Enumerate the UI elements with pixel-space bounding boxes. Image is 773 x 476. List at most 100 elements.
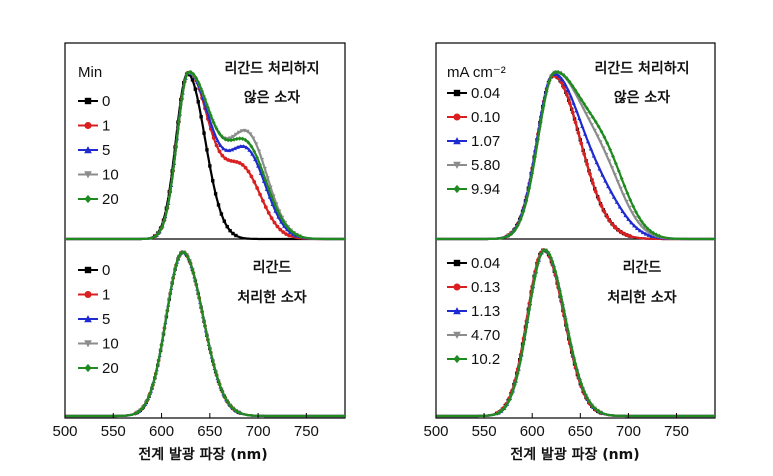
data-point (229, 147, 235, 152)
data-point (632, 223, 637, 228)
data-point (637, 215, 641, 220)
legend-marker (453, 283, 461, 291)
data-point (585, 395, 589, 400)
data-point (648, 228, 653, 234)
data-point (213, 192, 218, 196)
annotation-line-1: 리간드 (623, 259, 662, 276)
data-point (642, 223, 647, 228)
data-point (174, 144, 178, 150)
data-point (599, 129, 604, 134)
legend-marker (453, 331, 461, 339)
x-tick-label: 700 (616, 423, 641, 440)
data-point (513, 382, 517, 387)
left-column: Min 0 1 5 10 20 리간드 처리하지 않은 소자 0 1 5 10 20 리간드 처… (52, 42, 346, 463)
data-point (606, 184, 611, 189)
data-point (292, 231, 297, 236)
data-point (611, 194, 617, 199)
legend-entry: 0.10 (447, 109, 500, 126)
data-point (576, 92, 581, 98)
legend-marker (84, 340, 92, 348)
data-point (295, 233, 300, 238)
data-point (553, 70, 558, 75)
data-point (206, 105, 210, 110)
data-point (196, 100, 200, 104)
data-point (287, 226, 291, 232)
data-point (515, 371, 520, 376)
legend-label: 1 (102, 287, 110, 304)
x-tick-label: 550 (472, 423, 497, 440)
data-point (194, 282, 199, 287)
x-tick-label: 750 (294, 423, 319, 440)
data-point (148, 391, 152, 397)
data-point (240, 136, 245, 142)
data-point (200, 89, 204, 94)
data-point (651, 230, 656, 236)
legend-marker (453, 89, 461, 97)
data-point (582, 152, 587, 156)
annotation-line-2: 않은 소자 (244, 89, 301, 106)
legend-marker (84, 290, 92, 299)
data-point (654, 232, 659, 237)
data-point (616, 168, 621, 174)
legend-marker (453, 307, 461, 315)
data-point (182, 250, 187, 255)
data-point (541, 248, 546, 253)
series-9.94 (435, 70, 716, 241)
data-point (571, 101, 576, 105)
x-axis-label: 전계 발광 파장 (nm) (510, 446, 639, 463)
data-point (610, 166, 615, 170)
data-point (212, 131, 217, 136)
legend-label: 20 (102, 191, 119, 208)
data-point (621, 193, 626, 198)
data-point (633, 215, 638, 220)
data-point (281, 230, 286, 234)
data-point (585, 106, 589, 111)
legend-label: 10 (102, 336, 119, 353)
data-point (533, 154, 537, 160)
data-point (618, 186, 623, 191)
legend-entry: 0.04 (447, 255, 500, 272)
data-point (228, 228, 232, 233)
data-point (249, 174, 254, 179)
legend-label: 0.04 (471, 85, 500, 102)
data-point (609, 189, 614, 194)
annotation-line-1: 리간드 처리하지 (224, 60, 319, 77)
data-point (631, 204, 636, 209)
data-point (232, 407, 236, 412)
data-point (237, 410, 242, 416)
data-point (635, 220, 641, 224)
data-point (524, 198, 529, 204)
data-point (202, 131, 206, 135)
data-point (211, 179, 215, 183)
legend-marker (453, 184, 461, 194)
data-point (635, 226, 640, 230)
data-point (533, 274, 537, 279)
data-point (221, 146, 226, 151)
data-point (218, 143, 223, 148)
data-point (536, 137, 540, 142)
data-point (185, 70, 190, 76)
data-point (264, 187, 269, 191)
data-point (550, 72, 555, 77)
data-point (619, 230, 624, 235)
data-point (574, 108, 579, 113)
data-point (640, 219, 644, 224)
series-10.2 (435, 248, 716, 418)
legend-marker (453, 259, 461, 267)
data-point (641, 226, 646, 231)
data-point (510, 391, 514, 396)
data-point (278, 227, 283, 232)
legend-entry: 5 (78, 311, 110, 328)
data-point (290, 232, 295, 236)
data-point (495, 411, 500, 416)
data-point (261, 179, 266, 183)
data-point (214, 143, 219, 148)
data-point (608, 219, 613, 224)
data-point (226, 400, 231, 405)
data-point (570, 349, 575, 355)
x-tick-label: 550 (101, 423, 126, 440)
data-point (649, 234, 654, 238)
data-point (579, 141, 584, 146)
data-point (156, 358, 161, 363)
